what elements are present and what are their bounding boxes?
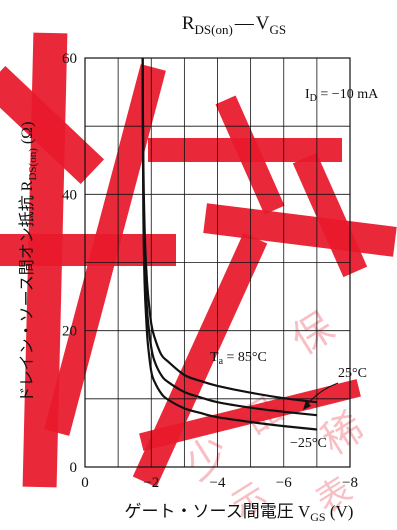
x-tick-label: −2	[143, 475, 159, 491]
y-tick-label: 60	[62, 51, 77, 67]
curve-label-minus25c: −25°C	[290, 436, 327, 451]
watermark-text: 保	[284, 304, 342, 364]
watermark-stroke	[215, 95, 285, 215]
x-tick-label: −6	[276, 475, 292, 491]
x-tick-label: 0	[81, 475, 89, 491]
grid	[85, 58, 350, 467]
curve-label-25c-arrowhead	[303, 400, 311, 410]
series-group	[141, 57, 318, 431]
condition-label: ID = −10 mA	[305, 87, 379, 104]
series-line-3	[141, 57, 318, 431]
y-tick-label: 20	[62, 324, 77, 340]
y-axis-label: ドレイン・ソース間オン抵抗 RDS(on) (Ω)	[18, 122, 39, 403]
y-tick-label: 40	[62, 187, 77, 203]
x-tick-label: −8	[342, 475, 358, 491]
x-tick-label: −4	[210, 475, 226, 491]
y-tick-label: 0	[70, 460, 78, 476]
x-axis-label: ゲート・ソース間電圧 VGS (V)	[125, 502, 354, 524]
chart-title: RDS(on) — VGS	[182, 13, 286, 37]
watermark-text: 稀	[314, 404, 372, 464]
curve-label-25c: 25°C	[338, 366, 367, 381]
curve-label-85c: Ta = 85°C	[210, 350, 267, 367]
watermark-stroke	[44, 64, 166, 436]
plot-frame	[84, 57, 351, 468]
watermark-text: 品	[238, 388, 290, 442]
tick-labels: 0 −2 −4 −6 −8 0 20 40 60	[62, 51, 358, 491]
curve-label-25c-arrow	[306, 382, 339, 406]
